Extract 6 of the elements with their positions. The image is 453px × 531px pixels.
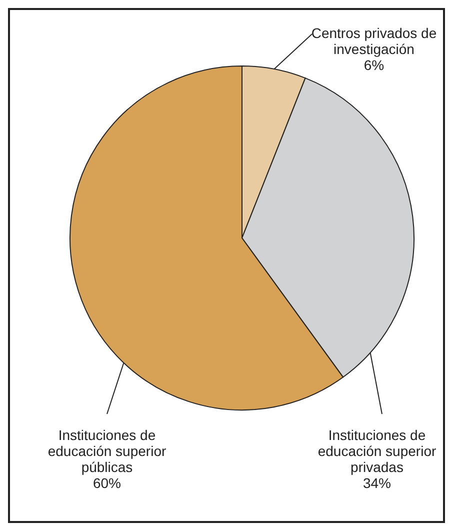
slice-label: Centros privados de investigación: [311, 25, 437, 57]
data-label: 6%: [364, 57, 384, 73]
data-label: 60%: [92, 475, 122, 491]
data-label: 34%: [362, 475, 392, 491]
slice-label: Instituciones de educación superior públicas: [48, 427, 166, 475]
slice-label: Instituciones de educación superior privadas: [318, 427, 436, 475]
